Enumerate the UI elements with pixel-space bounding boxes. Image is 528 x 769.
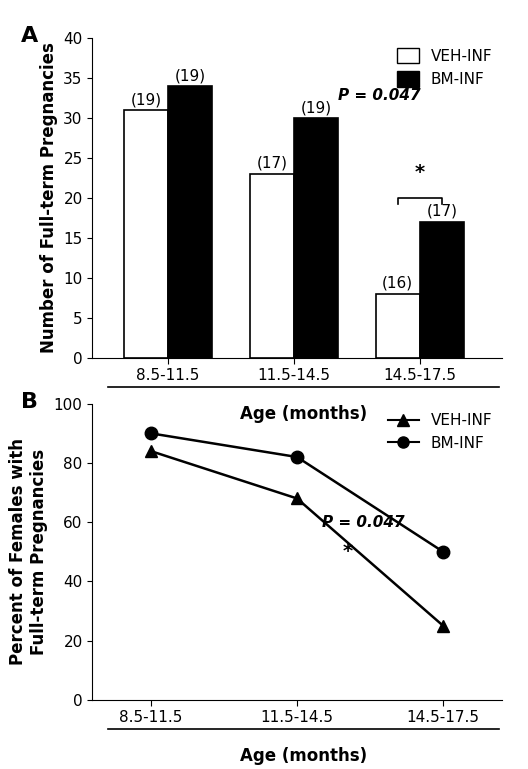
Text: (19): (19) [130, 92, 162, 107]
Bar [294, 118, 338, 358]
Bar [124, 110, 168, 358]
Text: (17): (17) [256, 156, 287, 171]
Bar [250, 174, 294, 358]
Text: P = 0.047: P = 0.047 [322, 514, 404, 530]
Bar [168, 86, 212, 358]
Text: *: * [343, 542, 353, 561]
Text: A: A [21, 25, 38, 45]
Legend: VEH-INF, BM-INF: VEH-INF, BM-INF [391, 42, 498, 93]
Y-axis label: Percent of Females with
Full-term Pregnancies: Percent of Females with Full-term Pregna… [10, 438, 48, 665]
Y-axis label: Number of Full-term Pregnancies: Number of Full-term Pregnancies [40, 42, 58, 354]
Bar [376, 294, 420, 358]
Legend: VEH-INF, BM-INF: VEH-INF, BM-INF [382, 407, 498, 457]
Text: *: * [414, 163, 425, 182]
Text: Age (months): Age (months) [240, 747, 367, 765]
Text: (19): (19) [300, 100, 332, 115]
Text: (17): (17) [426, 204, 457, 218]
Text: B: B [21, 392, 38, 412]
Text: P = 0.047: P = 0.047 [338, 88, 420, 103]
Text: Age (months): Age (months) [240, 405, 367, 423]
Text: (16): (16) [382, 275, 413, 291]
Bar [420, 222, 464, 358]
Text: (19): (19) [174, 68, 205, 83]
